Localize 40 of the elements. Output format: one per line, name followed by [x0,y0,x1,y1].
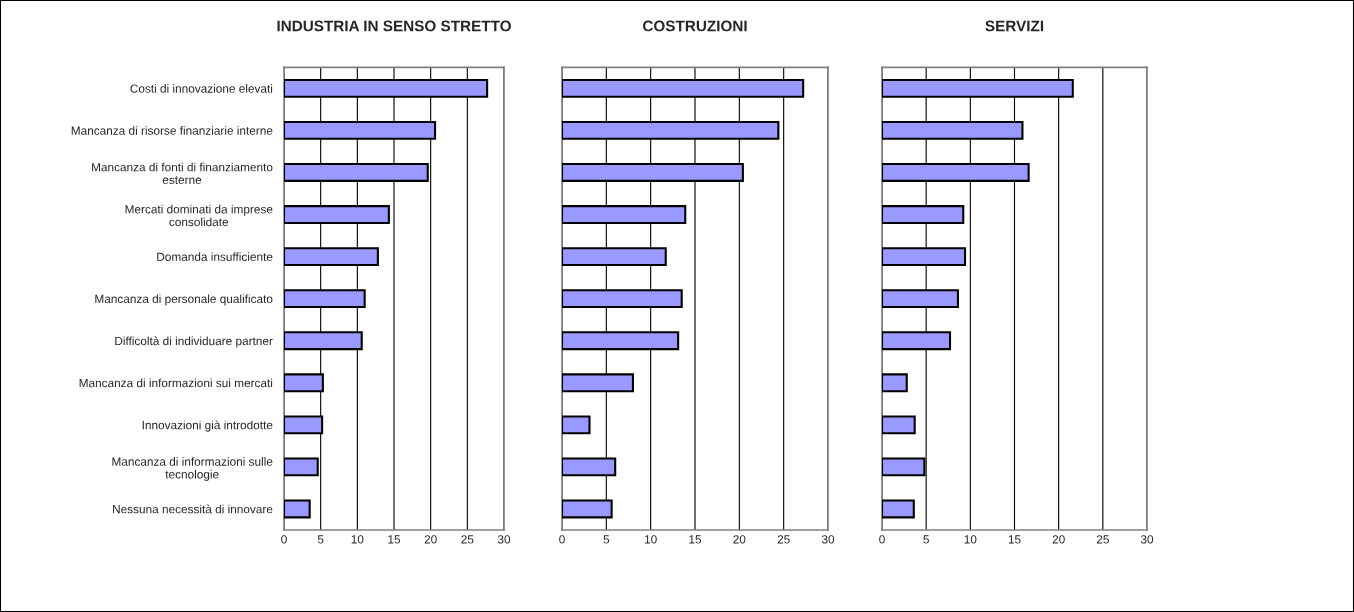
x-tick-label: 20 [424,535,437,544]
bar [284,499,311,519]
chart-title: SERVIZI [985,20,1044,32]
x-tick-label: 15 [689,535,702,544]
y-tick-label: Costi di innovazione elevati [130,84,273,93]
y-tick-label: Mancanza di risorse finanziarie interne [71,126,273,135]
x-tick-label: 5 [317,535,324,544]
x-tick-label: 25 [461,535,474,544]
x-tick-label: 10 [645,535,657,544]
bar [882,499,915,519]
y-tick-label: Domanda insufficiente [157,252,273,261]
y-tick-label: Mancanza di fonti di finanziamento esterne [92,162,273,185]
chart-title: INDUSTRIA IN SENSO STRETTO [277,20,511,32]
x-tick-label: 5 [923,535,929,544]
y-tick-label: Mancanza di personale qualificato [95,294,273,306]
x-tick-label: 25 [1096,535,1109,544]
x-tick-label: 15 [388,535,401,544]
x-tick-label: 5 [603,535,610,544]
x-tick-label: 10 [964,535,977,544]
x-tick-label: 25 [777,535,790,544]
x-tick-label: 30 [497,535,511,544]
y-tick-label: Mancanza di informazioni sui mercati [79,378,273,388]
x-tick-label: 0 [559,535,565,544]
y-tick-label: Mancanza di informazioni sulle tecnologie [112,457,273,481]
y-tick-label: Difficoltà di individuare partner [115,336,273,348]
bar [882,415,916,435]
x-tick-label: 0 [281,535,287,544]
chart-title: COSTRUZIONI [643,20,747,32]
x-tick-label: 20 [733,535,746,544]
x-tick-label: 15 [1008,535,1021,544]
y-tick-label: Nessuna necessità di innovare [113,504,273,514]
bar [562,415,591,435]
y-tick-label: Innovazioni già introdotte [142,420,273,432]
x-tick-label: 20 [1052,535,1065,544]
x-tick-label: 10 [351,535,364,544]
x-tick-label: 0 [879,535,885,544]
x-tick-label: 30 [821,535,835,544]
x-tick-label: 30 [1140,535,1154,544]
bar [882,373,908,393]
y-tick-label: Mercati dominati da imprese consolidate [125,204,273,227]
